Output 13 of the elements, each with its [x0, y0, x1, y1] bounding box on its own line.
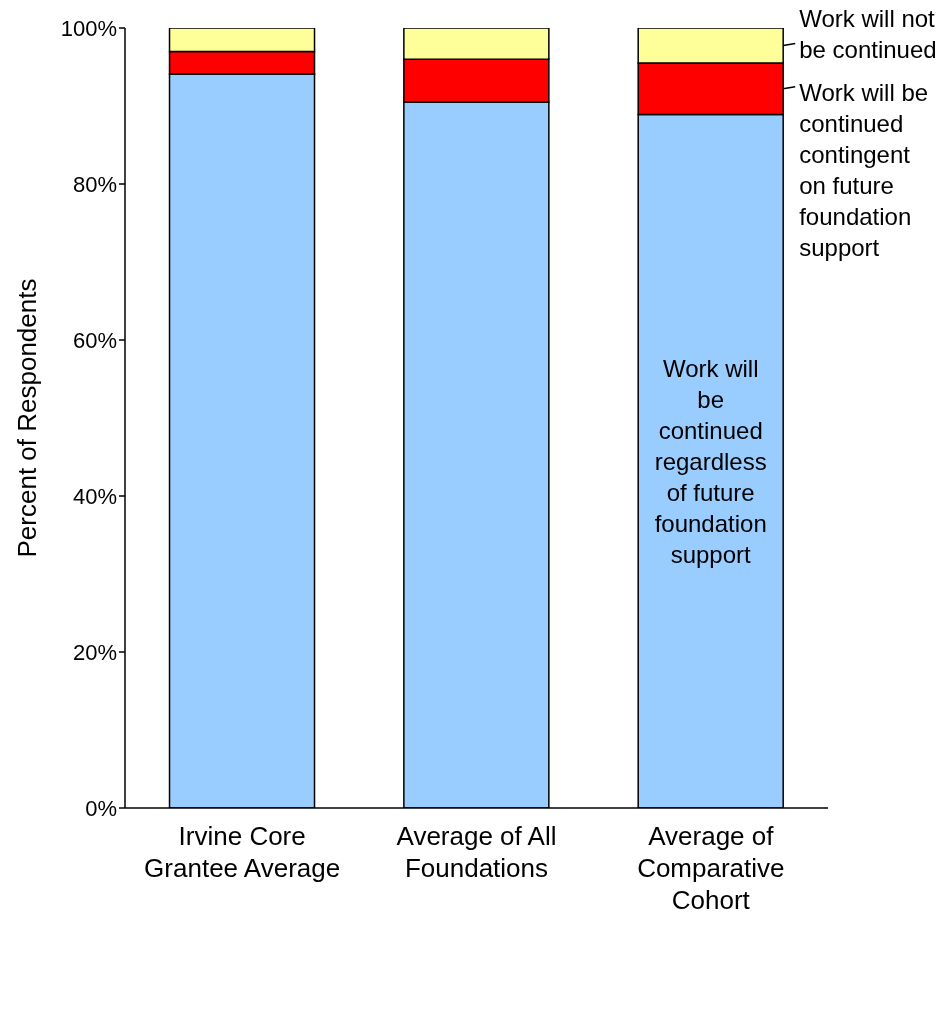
series-label: Work will be continued regardless of future foundation support — [654, 354, 767, 568]
y-tick-label: 40% — [72, 483, 117, 509]
x-tick-label: Average of All Foundations — [396, 820, 557, 883]
y-tick-label: 80% — [72, 171, 117, 197]
y-tick-label: 100% — [60, 15, 117, 41]
legend-label: Work will be continued contingent on future foundation support — [799, 79, 929, 262]
x-tick-label: Average of Comparative Cohort — [637, 820, 785, 915]
y-tick-label: 20% — [72, 639, 117, 665]
legend-label: Work will not be continued — [799, 4, 937, 63]
y-tick-label: 60% — [72, 327, 117, 353]
x-tick-label: Irvine Core Grantee Average — [144, 820, 341, 883]
y-axis-title: Percent of Respondents — [12, 278, 43, 558]
y-tick-label: 0% — [85, 795, 117, 821]
